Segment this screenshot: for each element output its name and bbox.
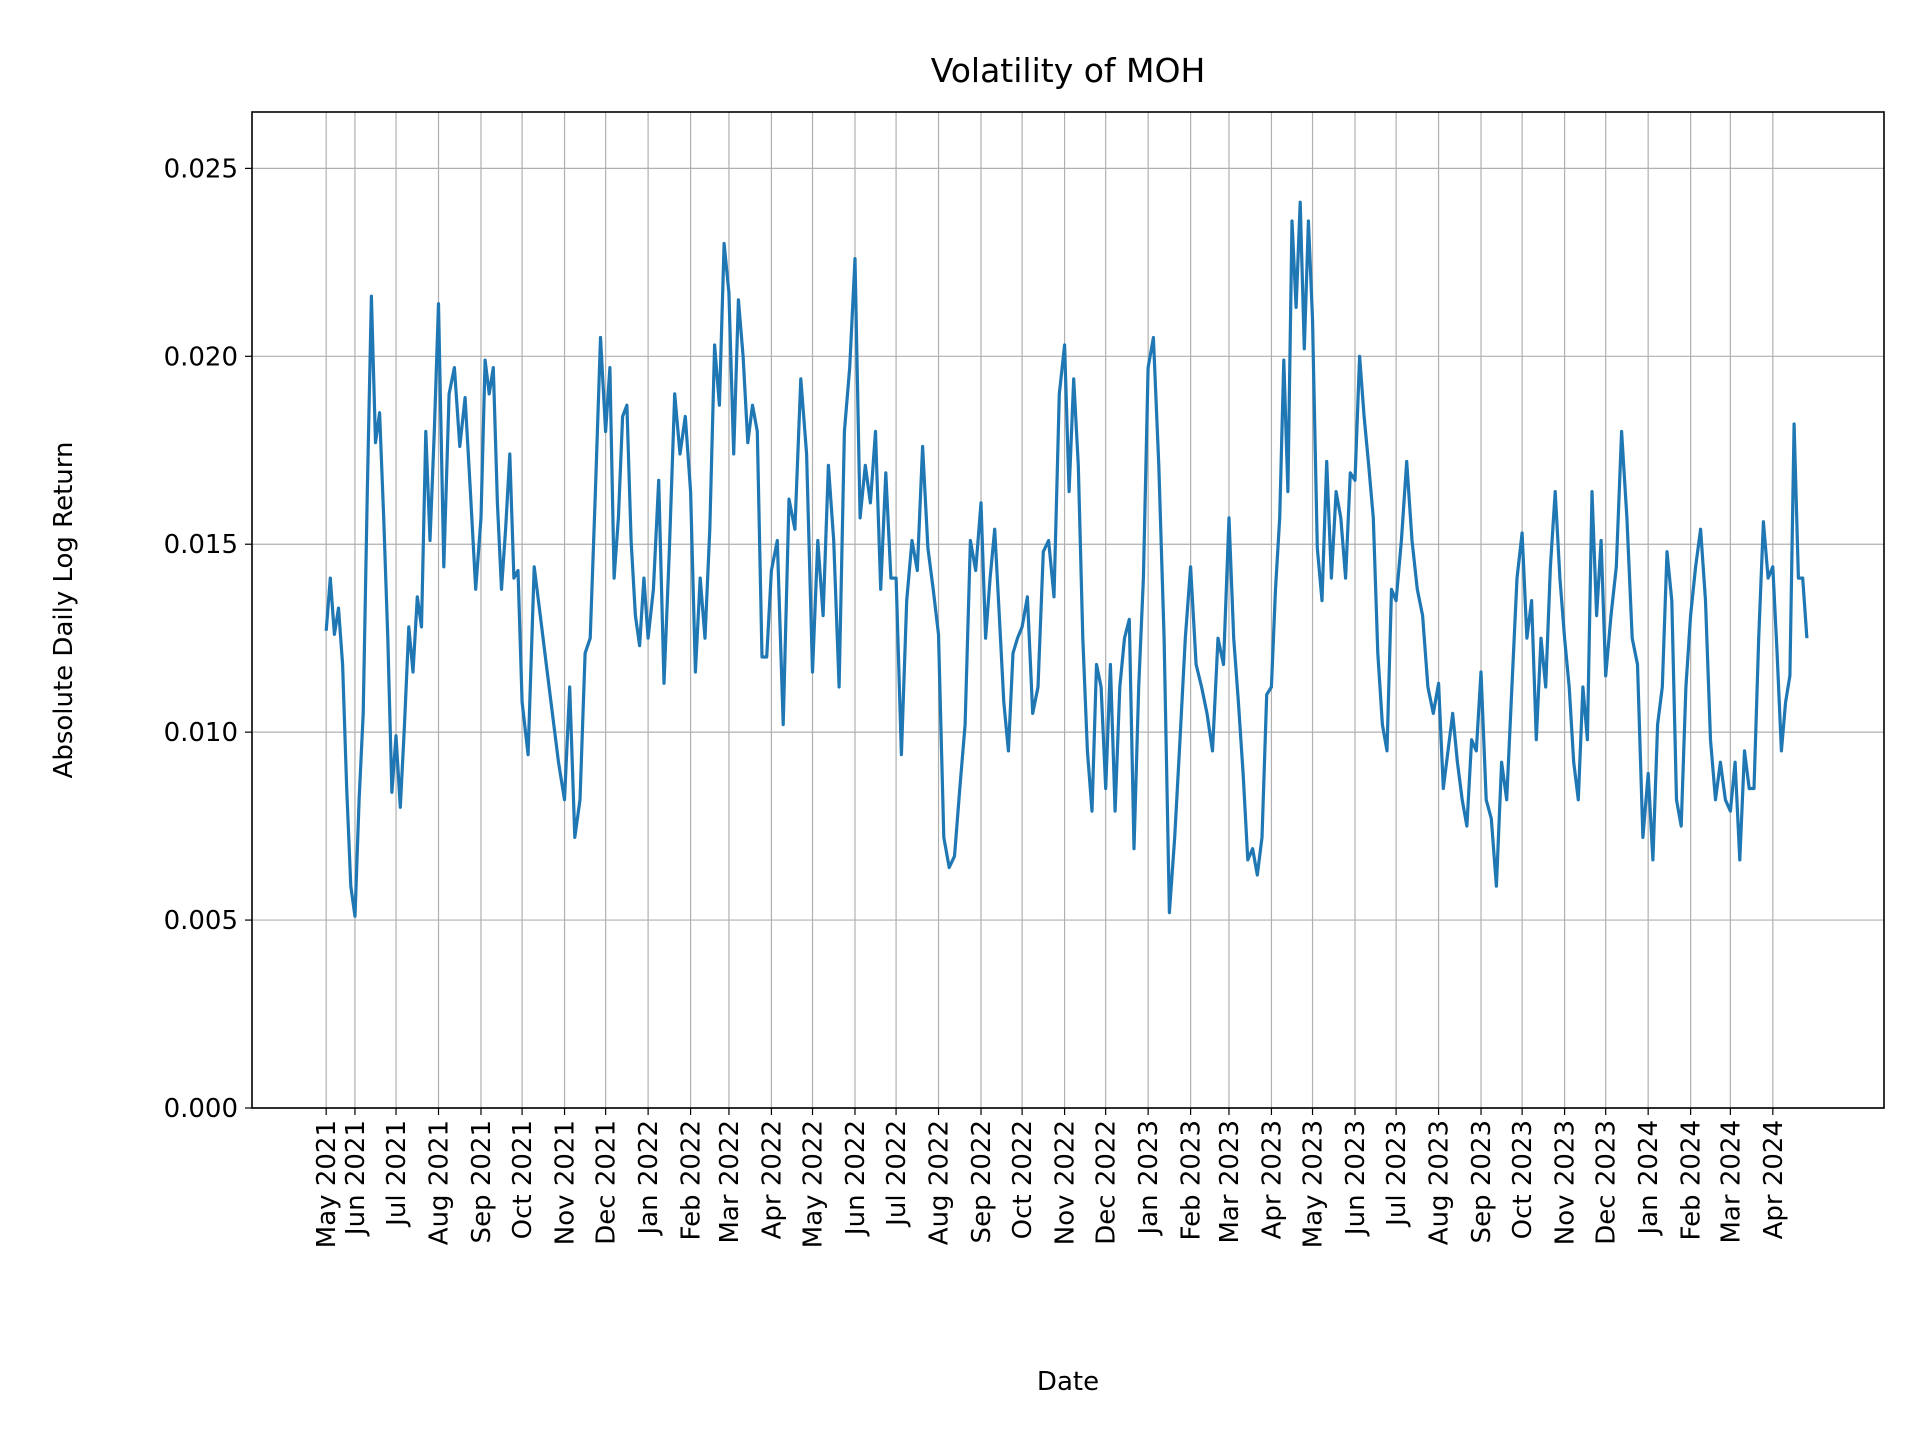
- y-tick-label: 0.010: [164, 718, 238, 748]
- volatility-series-line: [324, 200, 1809, 918]
- x-tick-label: Aug 2022: [925, 1120, 955, 1245]
- x-tick-label: Jul 2021: [382, 1120, 412, 1228]
- x-tick-label: Sep 2022: [967, 1120, 997, 1243]
- chart-title: Volatility of MOH: [931, 51, 1206, 90]
- y-axis-ticks: 0.000 0.005 0.010 0.015 0.020 0.025: [164, 154, 252, 1124]
- x-tick-label: Apr 2024: [1759, 1120, 1789, 1239]
- y-tick-label: 0.020: [164, 342, 238, 372]
- x-tick-label: Mar 2023: [1215, 1120, 1245, 1244]
- x-tick-label: May 2021: [312, 1120, 342, 1248]
- x-tick-label: Jan 2023: [1134, 1120, 1164, 1237]
- x-tick-label: Jun 2021: [341, 1120, 371, 1237]
- grid-lines: [252, 112, 1884, 1109]
- x-tick-label: May 2022: [799, 1120, 829, 1248]
- x-tick-label: Feb 2024: [1677, 1120, 1707, 1240]
- x-tick-label: Feb 2022: [677, 1120, 707, 1240]
- x-tick-label: Apr 2022: [757, 1120, 787, 1239]
- y-tick-label: 0.025: [164, 154, 238, 184]
- plot-frame: [251, 111, 1885, 1109]
- x-axis-label: Date: [1037, 1367, 1099, 1397]
- x-tick-label: Jan 2022: [634, 1120, 664, 1237]
- x-tick-label: Jul 2023: [1382, 1120, 1412, 1228]
- x-tick-label: Mar 2024: [1716, 1120, 1746, 1244]
- x-tick-label: Dec 2023: [1592, 1120, 1622, 1245]
- y-axis-label: Absolute Daily Log Return: [49, 442, 79, 779]
- x-tick-label: Aug 2023: [1425, 1120, 1455, 1245]
- x-tick-label: Jun 2023: [1341, 1120, 1371, 1237]
- x-tick-label: Nov 2023: [1551, 1120, 1581, 1245]
- x-tick-label: Mar 2022: [715, 1120, 745, 1244]
- y-tick-label: 0.015: [164, 530, 238, 560]
- x-tick-label: Feb 2023: [1177, 1120, 1207, 1240]
- series-line-group: [324, 200, 1809, 918]
- x-tick-label: Oct 2023: [1508, 1120, 1538, 1239]
- x-tick-label: Dec 2022: [1092, 1120, 1122, 1245]
- x-tick-label: Oct 2021: [508, 1120, 538, 1239]
- x-tick-label: Nov 2022: [1051, 1120, 1081, 1245]
- x-tick-label: Jul 2022: [882, 1120, 912, 1228]
- x-tick-label: Sep 2021: [467, 1120, 497, 1243]
- x-tick-label: Nov 2021: [551, 1120, 581, 1245]
- x-tick-label: May 2023: [1299, 1120, 1329, 1248]
- x-tick-label: Aug 2021: [425, 1120, 455, 1245]
- x-tick-label: Oct 2022: [1008, 1120, 1038, 1239]
- x-tick-label: Apr 2023: [1257, 1120, 1287, 1239]
- x-tick-label: Sep 2023: [1467, 1120, 1497, 1243]
- x-tick-label: Jan 2024: [1634, 1120, 1664, 1237]
- x-tick-label: Dec 2021: [592, 1120, 622, 1245]
- y-tick-label: 0.000: [164, 1094, 238, 1124]
- x-tick-label: Jun 2022: [841, 1120, 871, 1237]
- y-tick-label: 0.005: [164, 906, 238, 936]
